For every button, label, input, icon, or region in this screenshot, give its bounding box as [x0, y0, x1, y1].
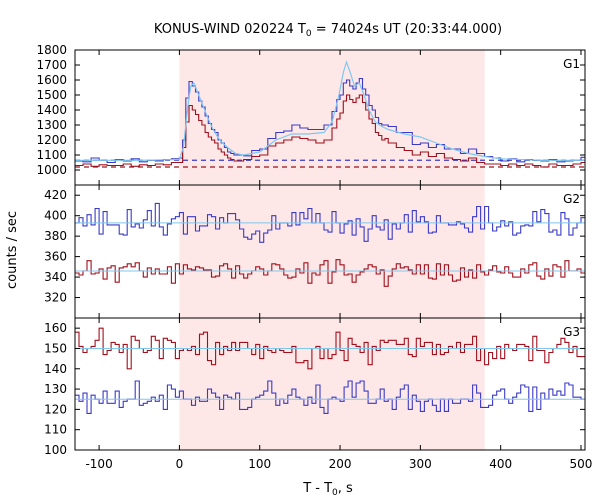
y-tick-label: 320	[44, 291, 67, 305]
y-tick-label: 380	[44, 229, 67, 243]
chart-title: KONUS-WIND 020224 T0 = 74024s UT (20:33:…	[154, 22, 502, 39]
plot-area: 100011001200130014001500160017001800G132…	[36, 43, 592, 471]
y-tick-label: 160	[44, 321, 67, 335]
y-tick-label: 1500	[36, 88, 67, 102]
x-tick-label: 100	[248, 457, 271, 471]
y-tick-label: 1100	[36, 148, 67, 162]
y-tick-label: 340	[44, 270, 67, 284]
x-tick-label: -100	[85, 457, 112, 471]
highlight-interval	[179, 318, 485, 450]
x-tick-label: 0	[176, 457, 184, 471]
y-tick-label: 1000	[36, 163, 67, 177]
svg-text:KONUS-WIND 020224 T0 = 74024s: KONUS-WIND 020224 T0 = 74024s UT (20:33:…	[154, 22, 502, 39]
series-g2-red	[75, 259, 585, 287]
panel-label: G3	[563, 325, 580, 339]
panel-frame	[74, 317, 586, 451]
y-tick-label: 420	[44, 188, 67, 202]
y-tick-label: 150	[44, 341, 67, 355]
y-tick-label: 130	[44, 382, 67, 396]
y-tick-label: 1600	[36, 73, 67, 87]
y-tick-label: 1400	[36, 103, 67, 117]
x-axis-label: T - T0, s	[302, 481, 353, 498]
y-tick-label: 1700	[36, 58, 67, 72]
x-tick-label: 300	[409, 457, 432, 471]
title-tail: = 74024s UT (20:33:44.000)	[312, 22, 502, 37]
panel-g2: 320 340 360 380 400 420 G2	[44, 184, 586, 319]
highlight-interval	[179, 185, 485, 318]
panel-g3: 100 110 120 130 140 150 160 G3	[44, 317, 586, 457]
series-g1-red	[75, 94, 585, 168]
y-tick-label: 110	[44, 423, 67, 437]
y-tick-label: 360	[44, 250, 67, 264]
y-tick-label: 140	[44, 362, 67, 376]
title-text: KONUS-WIND 020224 T	[154, 22, 306, 37]
y-tick-label: 1200	[36, 133, 67, 147]
x-tick-label: 400	[489, 457, 512, 471]
series-g1-light_blue	[75, 60, 585, 161]
x-tick-label: 500	[570, 457, 593, 471]
y-tick-label: 400	[44, 209, 67, 223]
y-tick-label: 1800	[36, 43, 67, 57]
y-tick-label: 120	[44, 402, 67, 416]
series-g2-blue	[75, 202, 585, 243]
y-tick-label: 1300	[36, 118, 67, 132]
y-axis-label: counts / sec	[5, 211, 20, 289]
panel-label: G2	[563, 192, 580, 206]
y-tick-label: 100	[44, 443, 67, 457]
title-subscript: 0	[306, 29, 312, 39]
panel-label: G1	[563, 57, 580, 71]
x-tick-label: 200	[329, 457, 352, 471]
